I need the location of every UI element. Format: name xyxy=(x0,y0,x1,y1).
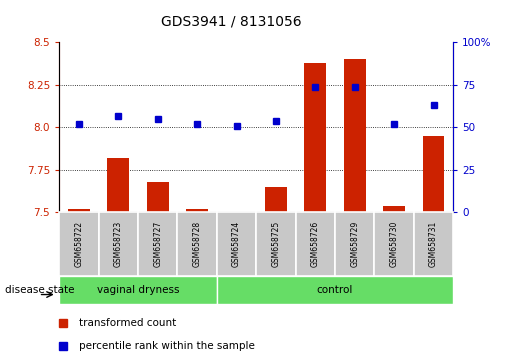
Bar xyxy=(108,158,129,212)
Bar xyxy=(256,212,296,276)
Text: percentile rank within the sample: percentile rank within the sample xyxy=(79,341,255,351)
Text: GSM658728: GSM658728 xyxy=(193,221,201,267)
Text: GSM658727: GSM658727 xyxy=(153,221,162,267)
Text: control: control xyxy=(317,285,353,295)
Bar xyxy=(68,209,90,212)
Bar xyxy=(186,209,208,212)
Bar xyxy=(335,212,374,276)
Bar xyxy=(59,212,99,276)
Bar xyxy=(138,212,177,276)
Bar xyxy=(414,212,453,276)
Bar xyxy=(265,187,287,212)
Text: GSM658729: GSM658729 xyxy=(350,221,359,267)
Bar xyxy=(296,212,335,276)
Bar xyxy=(217,212,256,276)
Text: GSM658722: GSM658722 xyxy=(75,221,83,267)
Text: GSM658725: GSM658725 xyxy=(271,221,280,267)
Bar xyxy=(383,206,405,212)
Bar xyxy=(344,59,366,212)
Bar xyxy=(423,136,444,212)
Bar xyxy=(99,212,138,276)
Text: GSM658723: GSM658723 xyxy=(114,221,123,267)
Bar xyxy=(147,182,168,212)
Text: transformed count: transformed count xyxy=(79,318,176,328)
Text: GSM658726: GSM658726 xyxy=(311,221,320,267)
Bar xyxy=(374,212,414,276)
Text: vaginal dryness: vaginal dryness xyxy=(97,285,179,295)
Bar xyxy=(217,276,453,304)
Text: GDS3941 / 8131056: GDS3941 / 8131056 xyxy=(161,14,302,28)
Text: GSM658731: GSM658731 xyxy=(429,221,438,267)
Bar xyxy=(177,212,217,276)
Bar xyxy=(304,63,326,212)
Text: disease state: disease state xyxy=(5,285,75,295)
Text: GSM658730: GSM658730 xyxy=(390,221,399,268)
Text: GSM658724: GSM658724 xyxy=(232,221,241,267)
Bar xyxy=(59,276,217,304)
